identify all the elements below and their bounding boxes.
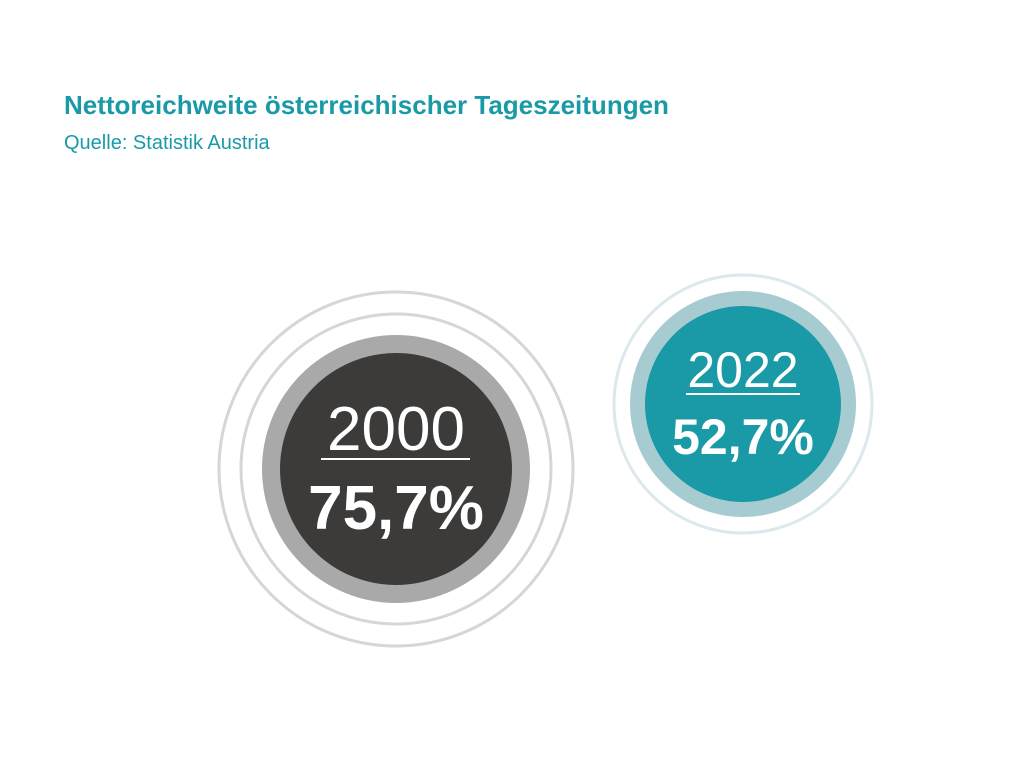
bubble-2000-core	[280, 353, 512, 585]
bubble-2000: 2000 75,7%	[217, 290, 575, 648]
bubble-2022: 2022 52,7%	[612, 273, 874, 535]
bubble-2000-outer-ring	[217, 290, 575, 648]
chart-source: Quelle: Statistik Austria	[64, 132, 270, 154]
bubble-2022-year: 2022	[687, 342, 798, 398]
bubble-2000-inner-ring	[239, 312, 553, 626]
bubble-2022-core	[645, 306, 841, 502]
bubble-2000-year: 2000	[327, 395, 465, 464]
bubble-2022-outer-ring	[612, 273, 874, 535]
bubble-2022-value: 52,7%	[672, 409, 814, 465]
chart-title: Nettoreichweite österreichischer Tagesze…	[64, 90, 669, 120]
bubble-2000-value: 75,7%	[308, 474, 484, 543]
